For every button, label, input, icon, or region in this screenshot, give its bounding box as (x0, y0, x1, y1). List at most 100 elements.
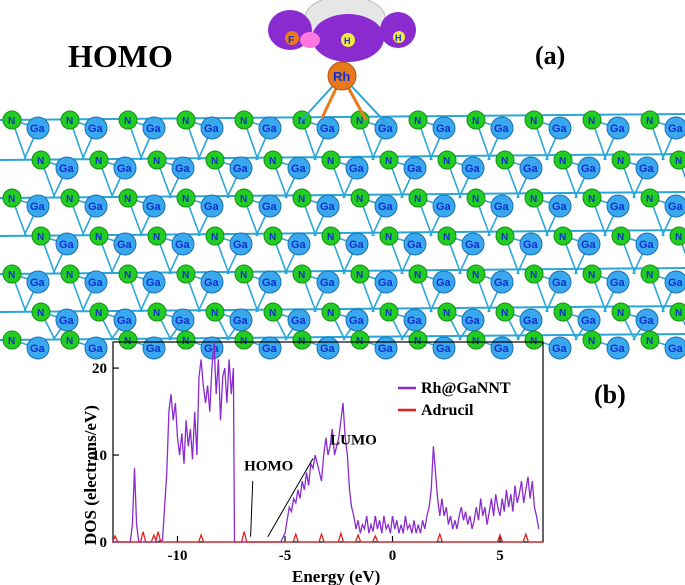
ga-atom (258, 270, 282, 294)
n-atom-label: N (356, 116, 363, 127)
n-atom (234, 110, 254, 130)
panel-a-label: (a) (535, 41, 565, 70)
ga-atom (432, 194, 456, 218)
n-atom (118, 110, 138, 130)
n-atom-label: N (182, 194, 189, 205)
n-atom-label: N (269, 308, 276, 319)
n-atom-label: N (95, 308, 102, 319)
n-atom-label: N (414, 116, 421, 127)
ga-atom (664, 194, 685, 218)
n-atom-label: N (37, 156, 44, 167)
n-atom-label: N (675, 232, 682, 243)
n-atom (205, 150, 225, 170)
n-atom (640, 264, 660, 284)
ga-atom-label: Ga (262, 201, 278, 213)
ga-atom (287, 232, 311, 256)
n-atom-label: N (298, 270, 305, 281)
plot-axes: -10 -5 0 5 0 10 20 (92, 341, 544, 564)
ga-atom (606, 194, 630, 218)
ga-atom-label: Ga (465, 239, 481, 251)
n-atom-label: N (153, 232, 160, 243)
n-atom (611, 150, 631, 170)
n-atom (582, 110, 602, 130)
ga-atom (171, 232, 195, 256)
orbital-lobe-right (380, 12, 416, 48)
ga-atom-label: Ga (204, 123, 220, 135)
ga-atom (606, 336, 630, 360)
ga-atom (229, 232, 253, 256)
n-atom (176, 330, 196, 350)
n-atom-label: N (124, 270, 131, 281)
lumo-annotation: LUMO (330, 433, 377, 449)
rh-atom-label: Rh (333, 69, 350, 84)
ga-atom-label: Ga (639, 315, 655, 327)
ga-atom (432, 270, 456, 294)
ga-atom-label: Ga (494, 277, 510, 289)
n-atom (89, 302, 109, 322)
ga-atom (461, 232, 485, 256)
n-atom-label: N (211, 156, 218, 167)
ga-atom (432, 116, 456, 140)
n-atom (350, 188, 370, 208)
n-atom (640, 188, 660, 208)
ga-atom-label: Ga (349, 239, 365, 251)
n-atom (321, 226, 341, 246)
n-atom (640, 330, 660, 350)
n-atom-label: N (66, 116, 73, 127)
ga-atom (142, 194, 166, 218)
n-atom-label: N (95, 232, 102, 243)
n-atom (2, 110, 22, 130)
ga-atom-label: Ga (88, 343, 104, 355)
n-atom (2, 330, 22, 350)
ga-atom-label: Ga (59, 239, 75, 251)
ga-atom (84, 194, 108, 218)
n-atom (408, 264, 428, 284)
n-atom-label: N (37, 232, 44, 243)
ga-atom-label: Ga (668, 343, 684, 355)
n-atom (582, 264, 602, 284)
x-tick-label: -10 (168, 548, 188, 564)
ga-atom-label: Ga (581, 315, 597, 327)
ga-atom-label: Ga (30, 343, 46, 355)
ga-atom (26, 194, 50, 218)
plot-annotations: LUMO HOMO (244, 433, 377, 538)
legend: Rh@GaNNT Adrucil (398, 380, 511, 419)
n-atom (292, 188, 312, 208)
ga-atom-label: Ga (88, 201, 104, 213)
n-atom-label: N (675, 156, 682, 167)
n-atom-label: N (298, 194, 305, 205)
n-atom-label: N (443, 232, 450, 243)
n-atom-label: N (385, 308, 392, 319)
n-atom (437, 226, 457, 246)
n-atom (89, 226, 109, 246)
ga-atom (287, 156, 311, 180)
ga-atom-label: Ga (204, 201, 220, 213)
n-atom (495, 226, 515, 246)
ga-atom-label: Ga (291, 163, 307, 175)
ga-atom-label: Ga (117, 163, 133, 175)
n-atom (292, 264, 312, 284)
n-atom-label: N (385, 232, 392, 243)
n-atom-label: N (646, 116, 653, 127)
n-atom (118, 264, 138, 284)
ga-atom-label: Ga (204, 277, 220, 289)
n-atom-label: N (8, 336, 15, 347)
ga-atom-label: Ga (378, 201, 394, 213)
ga-atom (664, 270, 685, 294)
ga-atom-label: Ga (668, 277, 684, 289)
n-atom (89, 150, 109, 170)
ga-atom-label: Ga (146, 277, 162, 289)
n-atom (350, 264, 370, 284)
series-line-rh-ganntube (113, 341, 540, 543)
series-line-adrucil (111, 531, 543, 543)
n-atom (2, 188, 22, 208)
legend-label-adrucil: Adrucil (421, 402, 474, 419)
ga-atom-label: Ga (552, 201, 568, 213)
ga-atom-label: Ga (378, 123, 394, 135)
ga-atom-label: Ga (88, 123, 104, 135)
ga-atom (635, 156, 659, 180)
ga-atom-label: Ga (320, 123, 336, 135)
n-atom (379, 150, 399, 170)
ga-atom-label: Ga (407, 239, 423, 251)
n-atom-label: N (95, 156, 102, 167)
